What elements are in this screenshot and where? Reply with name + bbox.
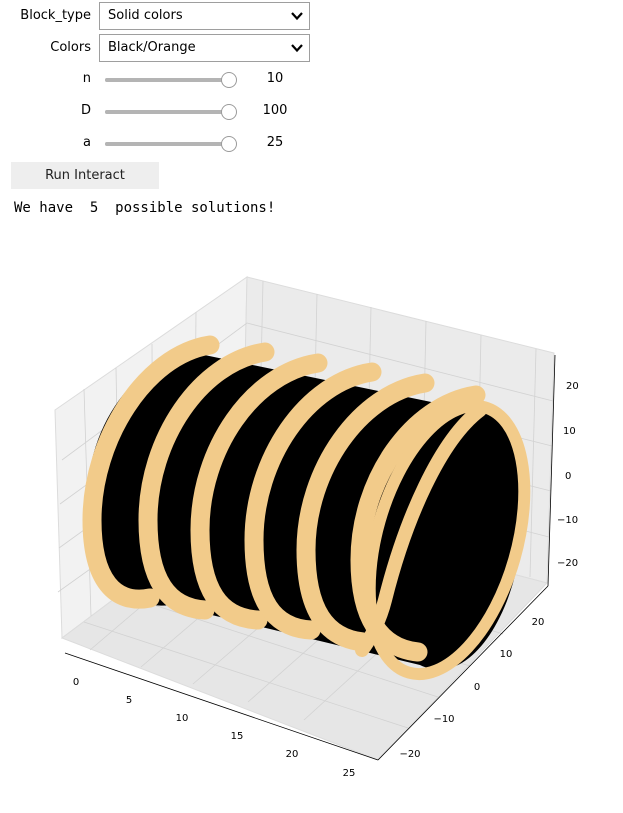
y-tick: 0 [474, 682, 480, 693]
colors-label: Colors [50, 40, 91, 55]
inner-dark-band [410, 431, 509, 622]
chevron-down-icon [291, 44, 303, 53]
x-tick: 5 [126, 695, 132, 706]
slider-a-track[interactable] [105, 136, 237, 152]
y-tick: −20 [399, 749, 420, 760]
x-tick: 20 [286, 749, 299, 760]
z-tick: 10 [563, 426, 576, 437]
slider-n-handle[interactable] [221, 72, 237, 88]
slider-n-row: n 10 [0, 65, 623, 93]
slider-d-value[interactable]: 100 [262, 103, 288, 118]
x-tick: 0 [73, 677, 79, 688]
z-tick: −20 [557, 558, 578, 569]
slider-n-fill [105, 78, 229, 82]
y-tick: −10 [433, 714, 454, 725]
run-interact-button[interactable]: Run Interact [11, 162, 159, 189]
colors-value: Black/Orange [108, 40, 196, 55]
y-tick: 10 [500, 649, 513, 660]
slider-a-row: a 25 [0, 129, 623, 157]
helix-stripes [82, 335, 486, 662]
plot-axes [64, 354, 556, 761]
block-type-label: Block_type [20, 8, 91, 23]
colors-row: Colors Black/Orange [0, 34, 623, 62]
slider-d-label: D [80, 103, 91, 118]
z-tick: 20 [566, 381, 579, 392]
block-type-row: Block_type Solid colors [0, 2, 623, 30]
z-tick: −10 [557, 515, 578, 526]
slider-n-label: n [82, 71, 91, 86]
colors-dropdown[interactable]: Black/Orange [99, 34, 310, 62]
x-tick: 10 [176, 713, 189, 724]
slider-d-row: D 100 [0, 97, 623, 125]
z-tick: 0 [565, 471, 571, 482]
y-tick: 20 [532, 617, 545, 628]
z-axis-ticks: 20 10 0 −10 −20 [557, 381, 579, 569]
slider-n-track[interactable] [105, 72, 237, 88]
slider-d-handle[interactable] [221, 104, 237, 120]
block-type-dropdown[interactable]: Solid colors [99, 2, 310, 30]
x-axis-ticks: 0 5 10 15 20 25 [73, 677, 356, 779]
helix-cylinder [82, 335, 531, 681]
slider-a-handle[interactable] [221, 136, 237, 152]
y-axis-ticks: 20 10 0 −10 −20 [399, 617, 544, 760]
slider-n-value[interactable]: 10 [266, 71, 284, 86]
chevron-down-icon [291, 12, 303, 21]
slider-d-fill [105, 110, 229, 114]
x-tick: 15 [231, 731, 244, 742]
slider-a-value[interactable]: 25 [266, 135, 284, 150]
3d-plot: 0 5 10 15 20 25 20 10 0 −10 −20 20 10 0 … [54, 276, 579, 779]
x-tick: 25 [343, 768, 356, 779]
slider-a-label: a [83, 135, 91, 150]
output-text: We have 5 possible solutions! [14, 200, 276, 216]
inner-stripe [355, 403, 487, 657]
slider-d-track[interactable] [105, 104, 237, 120]
block-type-value: Solid colors [108, 8, 183, 23]
slider-a-fill [105, 142, 229, 146]
